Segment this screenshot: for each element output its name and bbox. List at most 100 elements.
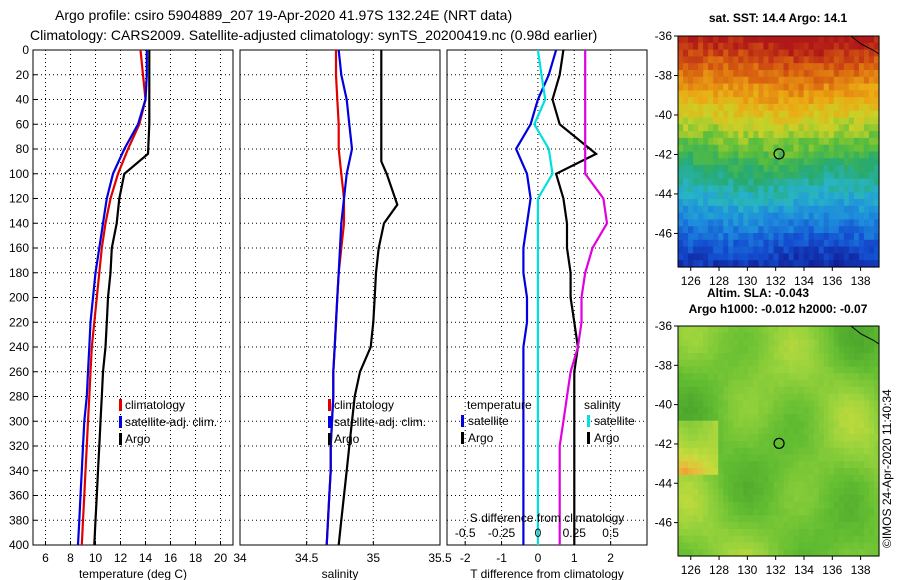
heatmap-cell [713, 488, 719, 496]
heatmap-cell [693, 192, 699, 200]
heatmap-cell [713, 226, 719, 234]
heatmap-cell [863, 151, 870, 159]
x-tick-label: 34.5 [295, 551, 319, 565]
heatmap-cell [803, 124, 810, 132]
heatmap-cell [778, 427, 785, 435]
heatmap-cell [813, 83, 820, 91]
heatmap-cell [873, 219, 880, 227]
heatmap-cell [743, 76, 749, 85]
heatmap-cell [713, 346, 719, 354]
heatmap-cell [838, 239, 845, 248]
heatmap-cell [838, 219, 845, 227]
heatmap-cell [723, 56, 729, 64]
heatmap-cell [713, 233, 719, 241]
heatmap-cell [758, 522, 765, 530]
heatmap-cell [873, 359, 880, 368]
heatmap-cell [773, 49, 780, 57]
heatmap-cell [683, 212, 689, 221]
heatmap-cell [778, 253, 785, 261]
heatmap-cell [708, 131, 714, 139]
heatmap-cell [693, 515, 699, 523]
heatmap-cell [848, 407, 855, 415]
heatmap-cell [748, 63, 754, 71]
heatmap-cell [703, 246, 709, 255]
heatmap-cell [718, 441, 724, 449]
heatmap-cell [813, 158, 820, 166]
heatmap-cell [733, 124, 739, 132]
heatmap-cell [823, 131, 830, 139]
heatmap-cell [713, 515, 719, 523]
heatmap-cell [703, 110, 709, 119]
heatmap-cell [693, 420, 699, 429]
heatmap-cell [758, 69, 765, 78]
heatmap-cell [813, 461, 820, 469]
heatmap-cell [723, 42, 729, 51]
heatmap-cell [688, 212, 694, 221]
heatmap-cell [748, 239, 754, 248]
heatmap-cell [823, 36, 830, 44]
heatmap-cell [818, 481, 825, 489]
heatmap-cell [868, 522, 875, 530]
heatmap-cell [688, 528, 694, 537]
heatmap-cell [783, 110, 790, 119]
heatmap-cell [698, 63, 704, 71]
heatmap-cell [783, 434, 790, 442]
heatmap-cell [718, 219, 724, 227]
heatmap-cell [793, 393, 800, 402]
heatmap-cell [793, 110, 800, 119]
y-tick-label: 380 [9, 513, 29, 527]
heatmap-cell [683, 441, 689, 449]
heatmap-cell [713, 117, 719, 125]
heatmap-cell [863, 212, 870, 221]
heatmap-cell [858, 474, 865, 483]
heatmap-cell [703, 339, 709, 347]
heatmap-cell [758, 49, 765, 57]
heatmap-cell [748, 441, 754, 449]
heatmap-cell [798, 359, 805, 368]
heatmap-cell [738, 427, 744, 435]
heatmap-cell [698, 386, 704, 395]
heatmap-cell [738, 137, 744, 146]
heatmap-cell [833, 474, 840, 483]
heatmap-cell [693, 158, 699, 166]
heatmap-cell [783, 508, 790, 517]
heatmap-cell [848, 239, 855, 248]
heatmap-cell [783, 549, 790, 557]
heatmap-cell [758, 447, 765, 456]
heatmap-cell [748, 400, 754, 408]
heatmap-cell [803, 131, 810, 139]
heatmap-cell [768, 461, 775, 469]
heatmap-cell [688, 253, 694, 261]
heatmap-cell [763, 49, 770, 57]
heatmap-cell [678, 474, 684, 483]
heatmap-cell [763, 192, 770, 200]
heatmap-cell [708, 63, 714, 71]
heatmap-cell [718, 124, 724, 132]
heatmap-cell [783, 373, 790, 381]
heatmap-cell [763, 165, 770, 173]
heatmap-cell [728, 359, 734, 368]
heatmap-cell [778, 380, 785, 388]
heatmap-cell [828, 380, 835, 388]
heatmap-cell [728, 171, 734, 180]
heatmap-cell [753, 468, 760, 476]
heatmap-cell [803, 151, 810, 159]
heatmap-cell [833, 535, 840, 544]
heatmap-cell [813, 386, 820, 395]
legend-heading-temperature: temperature [467, 398, 532, 412]
heatmap-cell [848, 233, 855, 241]
heatmap-cell [758, 474, 765, 483]
heatmap-cell [698, 260, 704, 268]
sla-map: 126 128 130 132 134 136 138-36-38-40-42-44-46 [655, 319, 880, 577]
heatmap-cell [703, 165, 709, 173]
heatmap-cell [683, 124, 689, 132]
heatmap-cell [813, 488, 820, 496]
heatmap-cell [803, 199, 810, 207]
heatmap-cell [728, 528, 734, 537]
heatmap-cell [828, 434, 835, 442]
heatmap-cell [688, 83, 694, 91]
heatmap-cell [838, 185, 845, 193]
heatmap-cell [843, 420, 850, 429]
heatmap-cell [773, 549, 780, 557]
heatmap-cell [703, 158, 709, 166]
